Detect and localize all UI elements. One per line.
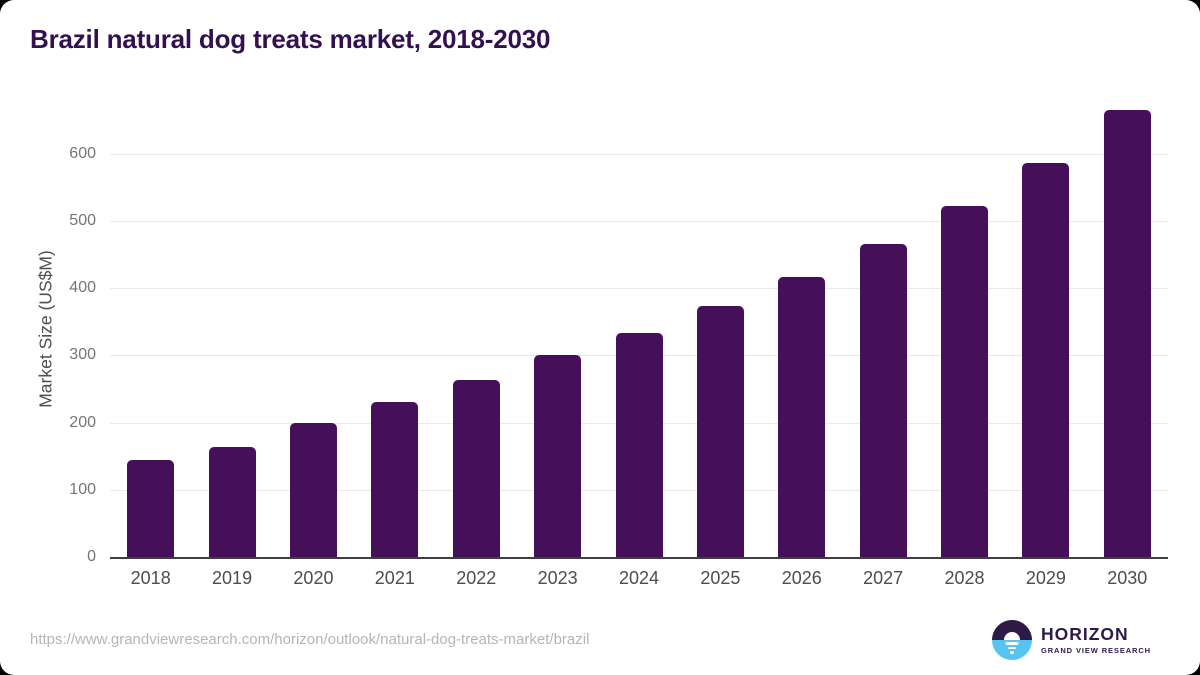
x-tick-label-2026: 2026: [781, 568, 822, 588]
horizon-logo: HORIZON GRAND VIEW RESEARCH: [991, 619, 1151, 661]
logo-wordmark: HORIZON: [1040, 623, 1129, 644]
x-tick-label-2023: 2023: [537, 568, 578, 588]
chart-title: Brazil natural dog treats market, 2018-2…: [30, 24, 551, 54]
y-tick-label-400: 400: [69, 279, 96, 297]
x-tick-label-2030: 2030: [1107, 568, 1148, 588]
bar-2020: [289, 422, 337, 557]
y-tick-label-200: 200: [69, 413, 96, 431]
gridline-500: [110, 220, 1168, 222]
logo-text-block: HORIZON GRAND VIEW RESEARCH: [1040, 623, 1151, 655]
bar-2023: [534, 355, 582, 557]
bar-2025: [696, 306, 744, 557]
x-tick-label-2025: 2025: [700, 568, 741, 588]
y-tick-label-500: 500: [69, 211, 96, 229]
bar-2022: [452, 379, 500, 557]
sun-reflection-line: [1009, 651, 1014, 654]
bar-2021: [371, 401, 419, 557]
x-tick-label-2018: 2018: [130, 568, 171, 588]
gridline-600: [110, 153, 1168, 155]
x-tick-label-2020: 2020: [293, 568, 334, 588]
logo-subtitle: GRAND VIEW RESEARCH: [1040, 645, 1151, 655]
y-tick-label-0: 0: [87, 548, 96, 565]
x-tick-label-2029: 2029: [1025, 568, 1066, 588]
x-tick-label-2019: 2019: [212, 568, 253, 588]
y-tick-label-300: 300: [69, 346, 96, 364]
bar-2030: [1103, 110, 1151, 557]
bar-2028: [941, 206, 989, 557]
bar-2026: [778, 276, 826, 557]
horizon-logo-icon: [991, 620, 1032, 660]
bar-2024: [615, 332, 663, 557]
plot-area: 0 100 200 300 400 500 600 2018 2019 2020 2021 2022 2…: [69, 100, 1168, 588]
x-tick-label-2021: 2021: [374, 568, 415, 588]
sun-reflection-line: [1007, 646, 1016, 649]
sun-reflection-line: [1005, 642, 1019, 645]
x-tick-label-2022: 2022: [456, 568, 497, 588]
y-tick-label-600: 600: [69, 144, 96, 162]
y-tick-label-100: 100: [69, 480, 96, 498]
bar-2027: [859, 243, 907, 557]
x-tick-label-2028: 2028: [944, 568, 985, 588]
y-axis-title: Market Size (US$M): [35, 250, 56, 408]
sun-icon: [1003, 632, 1020, 640]
bar-2018: [127, 459, 175, 557]
x-tick-label-2027: 2027: [863, 568, 904, 588]
x-tick-label-2024: 2024: [618, 568, 659, 588]
bar-2019: [208, 447, 256, 557]
bar-2029: [1022, 162, 1070, 557]
source-url: https://www.grandviewresearch.com/horizo…: [30, 631, 590, 648]
gridline-400: [110, 288, 1168, 290]
